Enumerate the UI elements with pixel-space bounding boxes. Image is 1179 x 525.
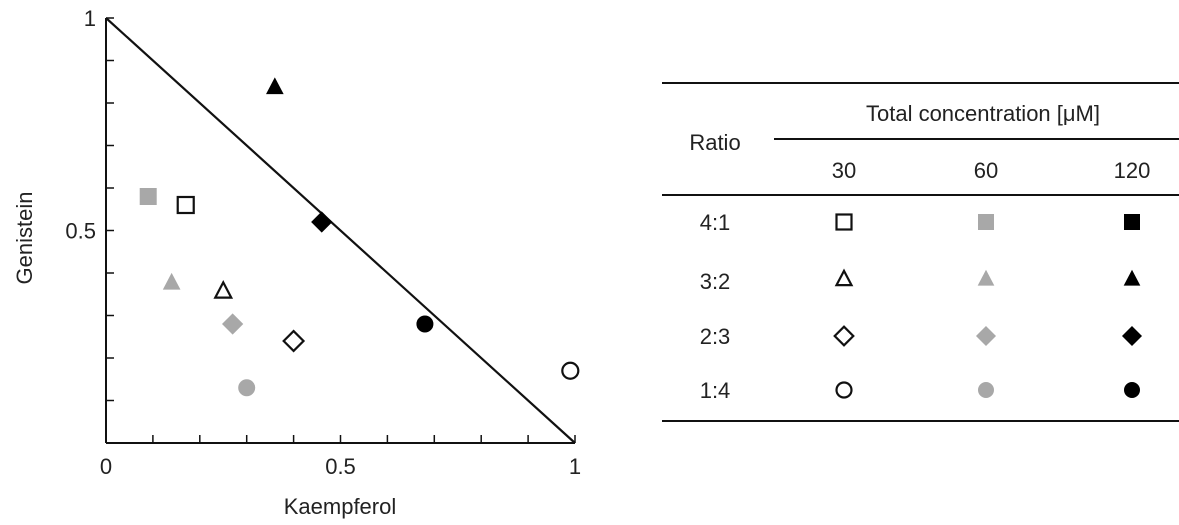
y-tick-label: 0.5 [65,219,96,244]
legend-marker-circle-1-4-120 [1124,382,1140,398]
data-point-circle-1-4-120 [416,315,434,333]
axes: 0 0.5 1 0.5 1 [65,6,581,479]
table-bottom-rule [662,420,1179,422]
data-point-square-4-1-60 [139,188,157,205]
table-markers [833,213,1143,399]
additivity-line [105,17,576,444]
data-point-circle-1-4-60 [238,379,256,397]
x-tick-label: 1 [569,454,581,479]
data-point-triangle-3-2-120 [266,77,284,95]
data-point-diamond-2-3-120 [311,211,333,233]
data-point-triangle-3-2-30 [213,280,234,299]
legend-marker-triangle-3-2-60 [977,269,995,286]
data-point-diamond-2-3-60 [222,313,244,335]
column-header-30: 30 [831,158,857,183]
concentration-header: Total concentration [μM] [865,101,1101,126]
legend-marker-triangle-3-2-30 [834,268,854,287]
x-tick-label: 0 [100,454,112,479]
legend-marker-square-4-1-30 [835,213,853,231]
legend-marker-square-4-1-60 [978,214,994,230]
table-top-rule [662,82,1179,84]
ratio-header: Ratio [689,130,741,155]
data-points [139,77,580,397]
data-point-circle-1-4-30 [561,361,580,380]
y-tick-label: 1 [84,6,96,31]
column-header-120: 120 [1113,158,1151,183]
header-rule [662,194,1179,196]
row-label-3-2: 3:2 [699,269,731,294]
legend-marker-circle-1-4-30 [835,381,853,399]
y-axis-label: Genistein [12,192,37,285]
group-header-rule [774,138,1179,140]
column-header-60: 60 [973,158,999,183]
legend-marker-triangle-3-2-120 [1123,269,1141,286]
legend-marker-square-4-1-120 [1124,214,1140,230]
legend-table: Ratio Total concentration [μM] 30 60 120… [662,82,1179,424]
row-label-1-4: 1:4 [699,378,731,403]
legend-marker-diamond-2-3-120 [1121,325,1143,347]
x-tick-label: 0.5 [325,454,356,479]
data-point-triangle-3-2-60 [162,272,181,290]
row-label-2-3: 2:3 [699,324,731,349]
isobologram-plot: 0 0.5 1 0.5 1 Kaempferol Genistein [12,6,581,519]
legend-marker-diamond-2-3-30 [833,325,855,347]
legend-marker-diamond-2-3-60 [975,325,997,347]
row-label-4-1: 4:1 [699,210,731,235]
x-axis-label: Kaempferol [284,494,397,519]
data-point-square-4-1-30 [176,195,195,215]
legend-marker-circle-1-4-60 [978,382,994,398]
data-point-diamond-2-3-30 [282,329,306,353]
